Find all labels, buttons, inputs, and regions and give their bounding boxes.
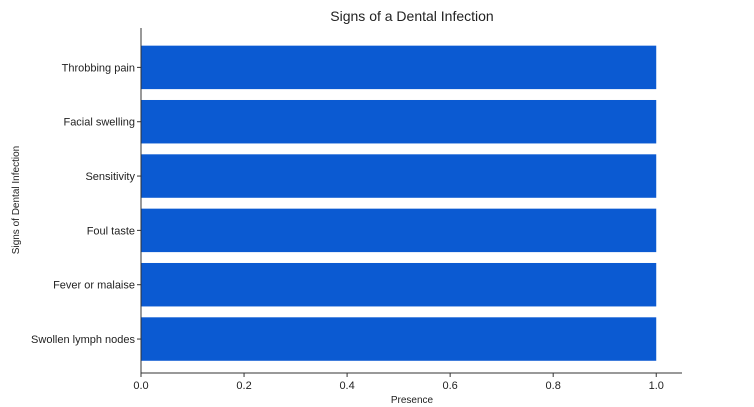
x-tick-label: 1.0 [649, 380, 664, 392]
chart-title: Signs of a Dental Infection [330, 8, 493, 24]
x-axis-label: Presence [391, 395, 434, 406]
bar-swollen-lymph-nodes [141, 317, 657, 361]
y-tick-label: Foul taste [87, 225, 135, 237]
y-tick-label: Fever or malaise [53, 280, 135, 292]
bar-facial-swelling [141, 99, 657, 144]
bars-group [141, 45, 657, 361]
y-axis-label: Signs of Dental Infection [11, 146, 22, 254]
y-tick-label: Facial swelling [63, 117, 135, 129]
x-tick-label: 0.4 [339, 380, 354, 392]
bar-foul-taste [141, 208, 657, 253]
x-ticks: 0.0 0.2 0.4 0.6 0.8 1.0 [133, 373, 664, 392]
bar-fever-or-malaise [141, 262, 657, 307]
bar-sensitivity [141, 154, 657, 198]
bar-throbbing-pain [141, 45, 657, 90]
y-tick-labels: Throbbing pain Facial swelling Sensitivity… [31, 62, 141, 346]
x-tick-label: 0.2 [236, 380, 251, 392]
x-tick-label: 0.0 [133, 380, 148, 392]
y-tick-label: Throbbing pain [62, 62, 135, 74]
y-tick-label: Swollen lymph nodes [31, 334, 135, 346]
x-tick-label: 0.8 [546, 380, 561, 392]
x-tick-label: 0.6 [442, 380, 457, 392]
y-tick-label: Sensitivity [85, 171, 135, 183]
